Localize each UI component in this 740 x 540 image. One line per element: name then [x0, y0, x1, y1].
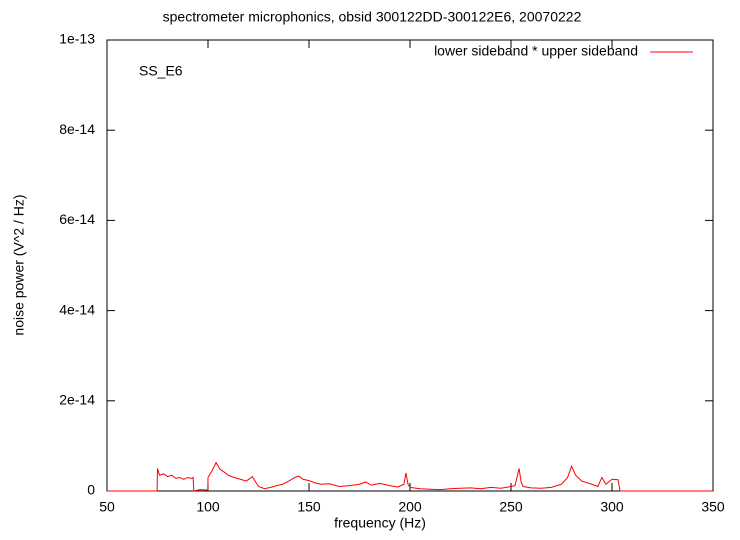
y-axis-label: noise power (V^2 / Hz): [11, 194, 27, 335]
legend-label: lower sideband * upper sideband: [434, 43, 638, 59]
x-tick-label: 300: [600, 499, 624, 515]
data-line: [107, 461, 713, 492]
y-tick-label: 6e-14: [59, 211, 95, 227]
y-tick-label: 2e-14: [59, 392, 95, 408]
x-axis-label: frequency (Hz): [334, 515, 426, 531]
x-tick-label: 200: [398, 499, 422, 515]
annotation: SS_E6: [139, 63, 183, 79]
plot-frame: [106, 39, 714, 492]
x-tick-label: 100: [196, 499, 220, 515]
x-tick-label: 250: [499, 499, 523, 515]
y-tick-label: 4e-14: [59, 301, 95, 317]
y-tick-label: 1e-13: [59, 31, 95, 47]
chart-title: spectrometer microphonics, obsid 300122D…: [163, 9, 582, 25]
x-tick-label: 50: [99, 499, 115, 515]
y-tick-label: 0: [87, 482, 95, 498]
x-tick-label: 150: [297, 499, 321, 515]
y-tick-label: 8e-14: [59, 121, 95, 137]
x-tick-label: 350: [701, 499, 725, 515]
